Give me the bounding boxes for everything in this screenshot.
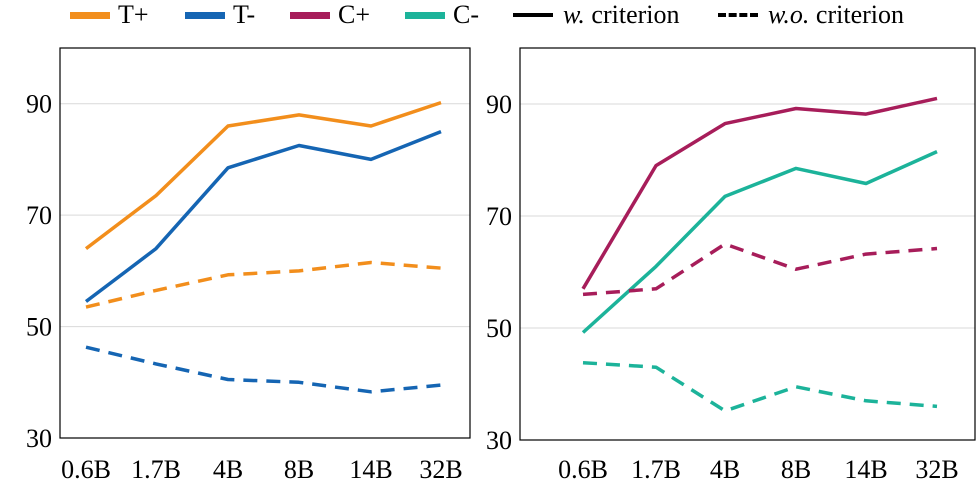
chart-right-xtick-label: 32B bbox=[915, 455, 958, 484]
legend-swatch-c-plus bbox=[290, 11, 330, 19]
chart-right-series-cminus-dashed bbox=[582, 360, 938, 413]
legend-swatch-t-plus bbox=[70, 11, 110, 19]
chart-left-xtick-label: 8B bbox=[284, 455, 314, 484]
chart-left-xtick-label: 0.6B bbox=[61, 455, 111, 484]
chart-left-xtick-label: 1.7B bbox=[131, 455, 181, 484]
chart-left-series-tplus-dashed bbox=[85, 260, 442, 309]
legend-label-t-plus: T+ bbox=[118, 0, 149, 29]
legend-solid-line bbox=[513, 13, 553, 17]
legend-item-t-minus: T- bbox=[185, 0, 255, 30]
chart-left-ytick-label: 90 bbox=[26, 90, 52, 119]
chart-left-series-tminus-solid bbox=[84, 129, 442, 303]
chart-left-xtick-label: 32B bbox=[419, 455, 462, 484]
chart-right-ytick-label: 70 bbox=[486, 202, 512, 231]
chart-right-series-cminus-solid bbox=[581, 150, 938, 334]
chart-left-frame bbox=[59, 47, 471, 439]
chart-right-ytick-label: 30 bbox=[486, 426, 512, 455]
legend-swatch-t-minus bbox=[185, 11, 225, 19]
chart-right-series-cplus-solid bbox=[581, 96, 938, 290]
chart-left-ytick-label: 30 bbox=[26, 424, 52, 453]
legend-label-with-criterion: w. criterion bbox=[563, 0, 680, 30]
chart-right-xtick-label: 8B bbox=[781, 455, 811, 484]
legend-label-with-criterion-rest: criterion bbox=[584, 0, 680, 29]
chart-right-xtick-label: 1.7B bbox=[631, 455, 681, 484]
chart-right-ytick-label: 50 bbox=[486, 314, 512, 343]
legend: T+ T- C+ C- w. criterion w.o. criterion bbox=[0, 0, 977, 34]
chart-left-series-tminus-dashed bbox=[85, 345, 442, 394]
chart-left-series-tplus-solid bbox=[84, 100, 442, 250]
chart-left-ytick-label: 70 bbox=[26, 201, 52, 230]
chart-left-ytick-label: 50 bbox=[26, 313, 52, 342]
legend-label-t-minus: T- bbox=[233, 0, 256, 29]
legend-label-without-criterion-italic: w.o. bbox=[768, 0, 810, 29]
legend-item-with-criterion: w. criterion bbox=[513, 0, 680, 30]
legend-item-c-minus: C- bbox=[405, 0, 479, 30]
chart-left-xtick-label: 4B bbox=[213, 455, 243, 484]
legend-dashed-line bbox=[718, 13, 758, 17]
legend-item-c-plus: C+ bbox=[290, 0, 370, 30]
chart-right-xtick-label: 0.6B bbox=[558, 455, 608, 484]
legend-label-c-plus: C+ bbox=[338, 0, 371, 29]
chart-left-xtick-label: 14B bbox=[349, 455, 392, 484]
legend-label-without-criterion: w.o. criterion bbox=[768, 0, 904, 30]
legend-label-c-minus: C- bbox=[453, 0, 479, 29]
chart-right-xtick-label: 4B bbox=[710, 455, 740, 484]
legend-item-t-plus: T+ bbox=[70, 0, 149, 30]
legend-label-without-criterion-rest: criterion bbox=[809, 0, 904, 29]
legend-label-with-criterion-italic: w. bbox=[563, 0, 585, 29]
chart-right-xtick-label: 14B bbox=[844, 455, 887, 484]
chart-right-series-cplus-dashed bbox=[582, 242, 938, 297]
legend-swatch-c-minus bbox=[405, 11, 445, 19]
legend-item-without-criterion: w.o. criterion bbox=[718, 0, 904, 30]
chart-right-frame bbox=[519, 47, 976, 441]
chart-right-ytick-label: 90 bbox=[486, 90, 512, 119]
